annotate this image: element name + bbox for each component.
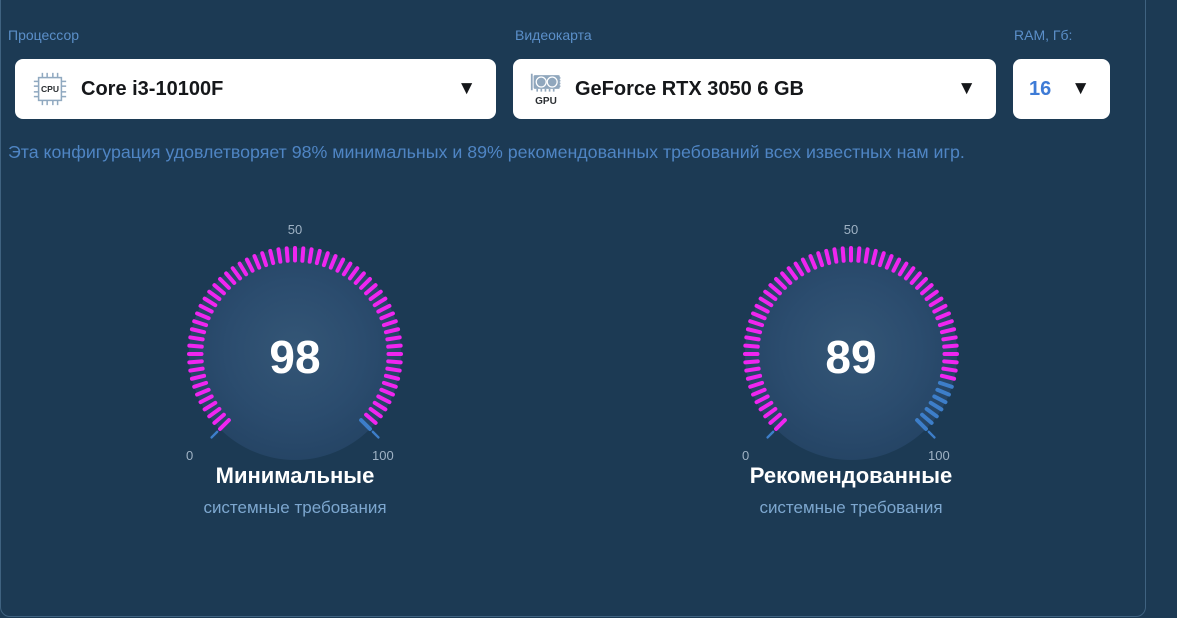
svg-text:CPU: CPU [41, 84, 59, 94]
